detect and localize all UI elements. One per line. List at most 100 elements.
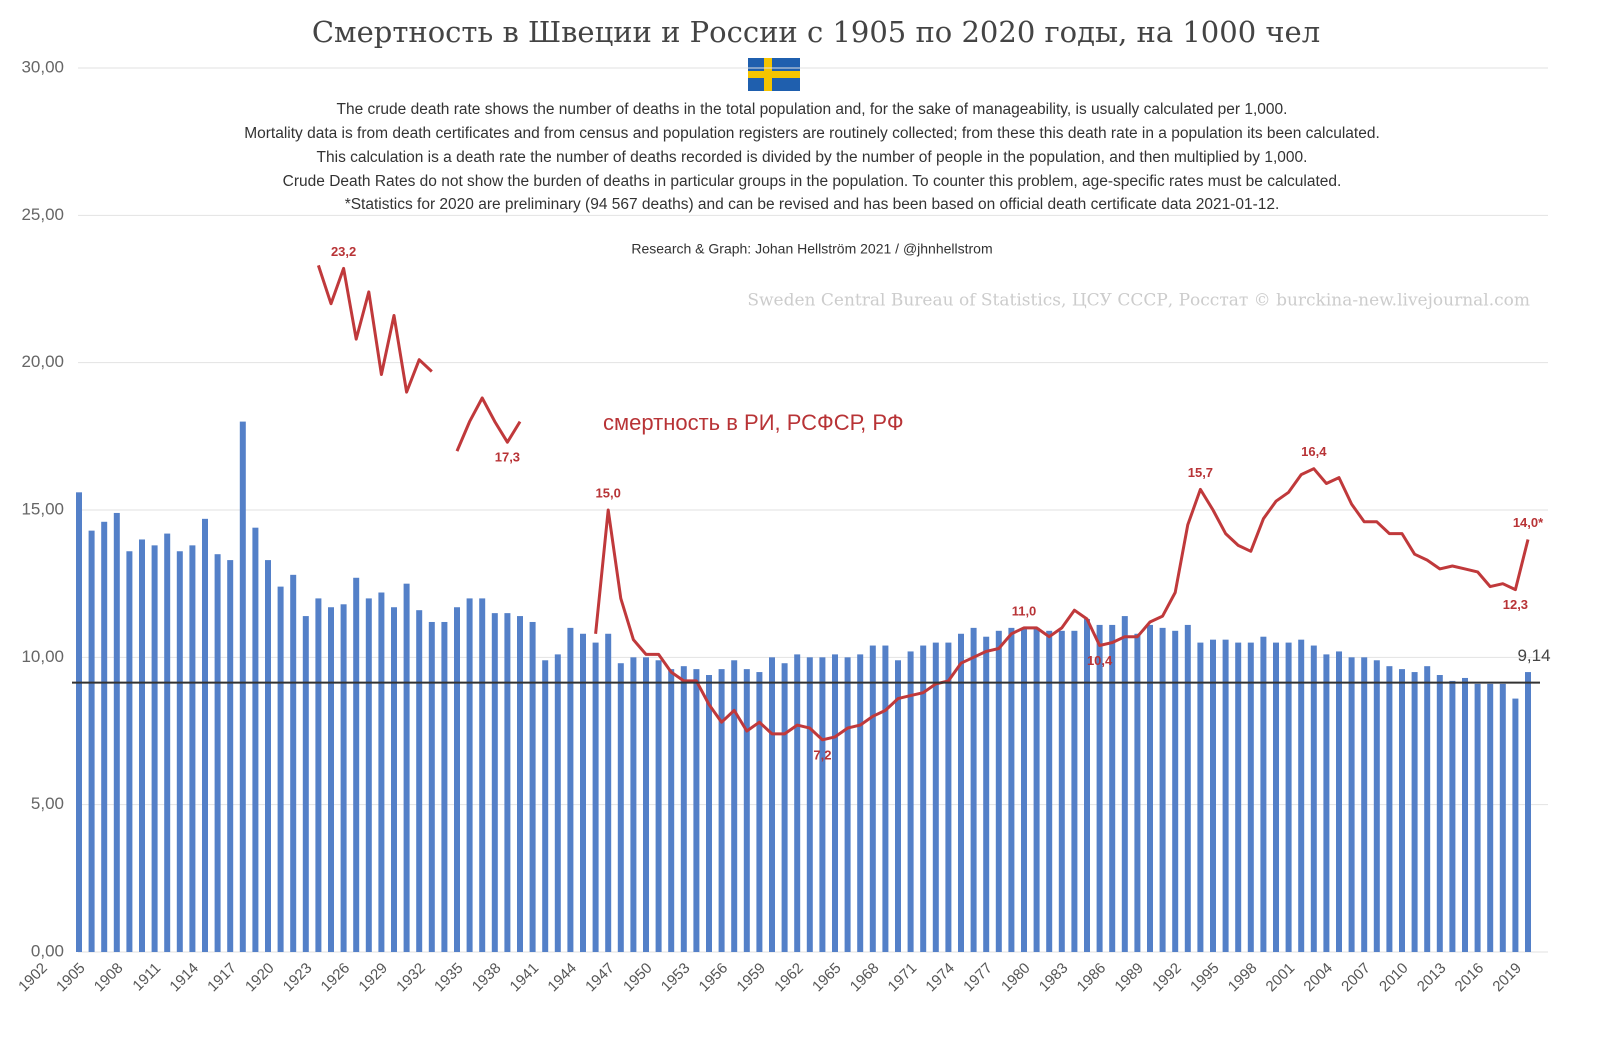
bar [668,669,675,952]
y-tick-label: 20,00 [21,352,64,371]
bar [1323,654,1330,952]
x-tick-label: 1902 [15,960,51,996]
y-tick-label: 5,00 [31,794,64,813]
bar [907,651,914,952]
bar [1499,683,1506,952]
bar [365,598,372,952]
bar [1210,639,1216,952]
bar [1474,683,1481,952]
y-tick-label: 15,00 [21,499,64,518]
y-tick-label: 0,00 [31,941,64,960]
bar [1411,672,1418,952]
x-tick-label: 1980 [998,960,1034,996]
bar [567,627,574,952]
bar [113,512,120,952]
bar [1058,630,1065,952]
x-tick-label: 2010 [1376,960,1412,996]
bar [1096,624,1103,952]
x-tick-label: 2016 [1452,960,1488,996]
bar [1172,630,1179,952]
x-tick-label: 1911 [129,960,164,995]
bar [731,660,738,952]
bar [693,669,700,952]
x-tick-label: 1950 [620,960,656,996]
bar [1525,672,1531,952]
reference-label: 9,14 [1517,646,1550,665]
bar [479,598,486,952]
data-label: 10,4 [1087,653,1113,668]
bar [1399,669,1405,952]
bar [806,657,813,952]
bar [1260,636,1267,952]
bar [1512,698,1519,952]
series-label: смертность в РИ, РСФСР, РФ [603,410,904,435]
bar [869,645,876,952]
bar [781,663,788,952]
bar [718,669,725,952]
data-label: 12,3 [1503,597,1528,612]
bar [1373,660,1380,952]
bar [1159,627,1166,952]
bar [88,530,95,952]
bar [655,660,662,952]
bar [1084,619,1090,952]
bar [1021,627,1027,952]
credit: Research & Graph: Johan Hellström 2021 /… [631,241,992,257]
bar [643,657,649,952]
bar [403,583,410,952]
bar [1273,642,1279,952]
bar [378,592,385,952]
data-label: 7,2 [813,747,831,762]
bar [454,607,460,952]
bar [706,675,712,952]
x-tick-label: 1974 [922,960,958,996]
bar [517,616,523,952]
note: The crude death rate shows the number of… [337,101,1288,118]
x-tick-label: 1953 [658,960,694,996]
bar [76,492,82,952]
x-tick-label: 1938 [469,960,505,996]
data-label: 17,3 [495,450,520,465]
bar [1336,651,1342,952]
bar [101,521,108,952]
bar [743,669,750,952]
x-tick-label: 1977 [960,960,996,996]
note: Crude Death Rates do not show the burden… [283,173,1342,190]
bar [1436,675,1443,952]
bar [214,554,221,952]
bar [769,657,775,952]
bar [1184,624,1191,952]
x-tick-label: 1920 [242,960,278,996]
bar [1033,627,1040,952]
x-tick-label: 2013 [1414,960,1450,996]
bar [895,660,901,952]
data-label: 15,0 [596,485,621,500]
data-label: 16,4 [1301,444,1327,459]
y-tick-label: 25,00 [21,205,64,224]
bar [1147,624,1153,952]
bar [302,616,309,952]
bar [139,539,145,952]
x-tick-label: 1995 [1187,960,1223,996]
x-tick-label: 2004 [1300,960,1336,996]
bar [970,627,977,952]
bar [995,630,1002,952]
bar [1361,657,1368,952]
bar [1222,639,1229,952]
bar [1348,657,1355,952]
bar [277,586,284,952]
x-tick-label: 1956 [696,960,732,996]
bar [958,633,964,952]
bar [1298,639,1305,952]
data-label: 23,2 [331,244,356,259]
bar [794,654,801,952]
x-tick-label: 1968 [847,960,883,996]
bar [466,598,473,952]
bar [151,545,158,952]
bar [290,574,297,952]
bar [554,654,561,952]
bar [1487,683,1494,952]
bar [1449,680,1456,952]
bar [126,551,133,952]
